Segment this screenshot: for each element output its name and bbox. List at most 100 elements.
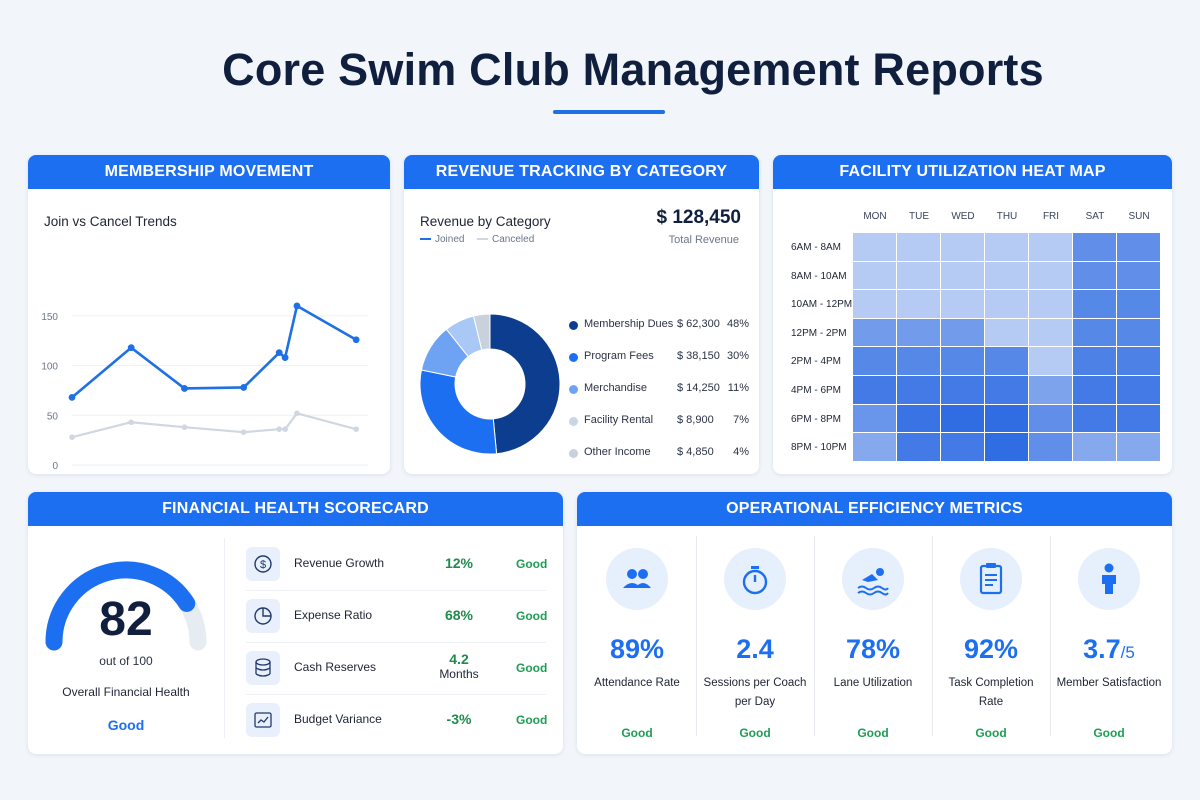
financial-health-gauge: [45, 561, 207, 651]
heatmap-cell: [897, 404, 940, 433]
scorecard-item-label: Cash Reserves: [294, 660, 377, 674]
heatmap-cell: [1073, 433, 1116, 461]
dollar-icon-svg: $: [254, 555, 272, 573]
legend-canceled-label: Canceled: [492, 234, 535, 245]
ops-metric-label: Member Satisfaction: [1056, 677, 1162, 689]
score-sub: out of 100: [99, 654, 153, 668]
revenue-row-amount: $ 4,850: [677, 446, 714, 458]
score-status: Good: [107, 717, 145, 733]
membership-subtitle: Join vs Cancel Trends: [44, 214, 177, 229]
heatmap-cell: [985, 318, 1028, 347]
users-icon-svg: [623, 569, 651, 588]
y-tick-label: 0: [52, 461, 58, 472]
ops-metric-lane: 78% Lane Utilization Good: [814, 526, 932, 748]
ops-metric-value: 3.7/5: [1050, 634, 1168, 665]
scorecard-item-value: 68%: [444, 607, 474, 623]
heatmap-time-label: 12PM - 2PM: [791, 327, 847, 339]
ops-separator: [932, 536, 933, 736]
revenue-row-dot: [569, 353, 578, 362]
heatmap-time-label: 8AM - 10AM: [791, 270, 847, 282]
ops-metric-label: Task Completion Rate: [948, 677, 1034, 708]
heatmap-cell: [941, 404, 984, 433]
heatmap-cell: [1117, 376, 1160, 404]
scorecard-row-expense-ratio: Expense Ratio 68% Good: [246, 596, 548, 636]
ops-metric-value: 92%: [963, 634, 1019, 664]
revenue-row-pct: 7%: [733, 414, 749, 426]
scorecard-item-label: Budget Variance: [294, 712, 382, 726]
heatmap-cell: [1117, 261, 1160, 290]
scorecard-body: 82 out of 100 Overall Financial Health G…: [28, 526, 563, 754]
membership-card: MEMBERSHIP MOVEMENT Join vs Cancel Trend…: [28, 155, 390, 474]
legend-joined-label: Joined: [435, 234, 465, 245]
revenue-row-label: Facility Rental: [584, 414, 654, 426]
heatmap-cell: [1073, 290, 1116, 318]
clipboard-icon-svg: [979, 563, 1003, 595]
heatmap-cell: [985, 347, 1028, 375]
heatmap-cell: [853, 290, 896, 318]
revenue-row-amount: $ 14,250: [677, 382, 720, 394]
score-label: Overall Financial Health: [62, 685, 190, 699]
heatmap-day-label: THU: [996, 211, 1018, 222]
scorecard-row-cash-reserves: Cash Reserves 4.2 Months Good: [246, 648, 548, 688]
scorecard-item-value: 12%: [444, 555, 474, 571]
data-point-canceled: [282, 426, 288, 433]
legend-joined: Joined: [420, 234, 464, 245]
heatmap-cell: [1029, 376, 1072, 404]
heatmap-body: MON TUE WED THU FRI SAT SUN 6AM - 8AM 8AM - 10AM…: [773, 189, 1172, 474]
ops-metric-value: 89%: [609, 634, 665, 664]
revenue-row: Program Fees $ 38,150 30%: [569, 349, 749, 369]
scorecard-item-value: 4.2: [449, 651, 469, 667]
heatmap-cell: [1073, 376, 1116, 404]
revenue-row-dot: [569, 321, 578, 330]
heatmap-cell: [897, 347, 940, 375]
heatmap-cell: [1073, 318, 1116, 347]
revenue-card: REVENUE TRACKING BY CATEGORY Revenue by …: [404, 155, 759, 474]
heatmap-cell: [853, 404, 896, 433]
total-revenue-label: Total Revenue: [668, 234, 739, 246]
donut-slice: [489, 313, 561, 455]
stopwatch-icon: [724, 548, 786, 610]
join-cancel-line-chart: 050100150JanFebMarAprMayJun: [41, 302, 368, 472]
data-point-canceled: [240, 429, 247, 435]
revenue-row-dot: [569, 385, 578, 394]
scorecard-item-status: Good: [516, 609, 548, 623]
revenue-row: Other Income $ 4,850 4%: [569, 445, 749, 465]
operations-card: OPERATIONAL EFFICIENCY METRICS 89% Atten…: [577, 492, 1172, 754]
ops-metric-label: Sessions per Coach per Day: [703, 677, 807, 708]
data-point-canceled: [276, 426, 282, 433]
heatmap-cell: [1073, 404, 1116, 433]
scorecard-item-status: Good: [516, 661, 548, 675]
revenue-row-pct: 11%: [727, 382, 749, 394]
revenue-row-amount: $ 62,300: [677, 318, 720, 330]
membership-header: MEMBERSHIP MOVEMENT: [28, 155, 390, 189]
legend-canceled-swatch: [477, 238, 488, 241]
heatmap-cell: [985, 233, 1028, 261]
heatmap-cell: [941, 290, 984, 318]
series-line-joined: [71, 304, 357, 399]
report-icon: [246, 703, 280, 737]
ops-metric-attendance: 89% Attendance Rate Good: [578, 526, 696, 748]
ops-metric-value: 2.4: [736, 634, 774, 664]
heatmap-cell: [1117, 404, 1160, 433]
swimmer-icon: [842, 548, 904, 610]
stopwatch-icon-svg: [742, 566, 768, 595]
heatmap-cell: [985, 261, 1028, 290]
scorecard-item-label: Expense Ratio: [294, 608, 373, 622]
ops-metric-value: 78%: [845, 634, 901, 664]
ops-metric-satisfaction: 3.7/5 Member Satisfaction Good: [1050, 526, 1168, 748]
users-icon: [606, 548, 668, 610]
scorecard-row-divider: [246, 642, 546, 643]
ops-metric-status: Good: [975, 726, 1007, 740]
heatmap-time-label: 8PM - 10PM: [791, 442, 847, 454]
scorecard-row-revenue-growth: $ Revenue Growth 12% Good: [246, 544, 547, 584]
heatmap-time-label: 6PM - 8PM: [791, 413, 842, 425]
heatmap-cell: [1073, 261, 1116, 290]
revenue-body: Revenue by Category Joined Canceled $ 12…: [404, 189, 759, 474]
data-point-joined: [127, 344, 135, 352]
data-point-canceled: [128, 419, 134, 426]
heatmap-cell: [853, 347, 896, 375]
revenue-subtitle: Revenue by Category: [420, 214, 551, 229]
ops-metric-status: Good: [1093, 726, 1125, 740]
revenue-row: Facility Rental $ 8,900 7%: [569, 413, 749, 433]
scorecard-row-divider: [246, 694, 546, 695]
